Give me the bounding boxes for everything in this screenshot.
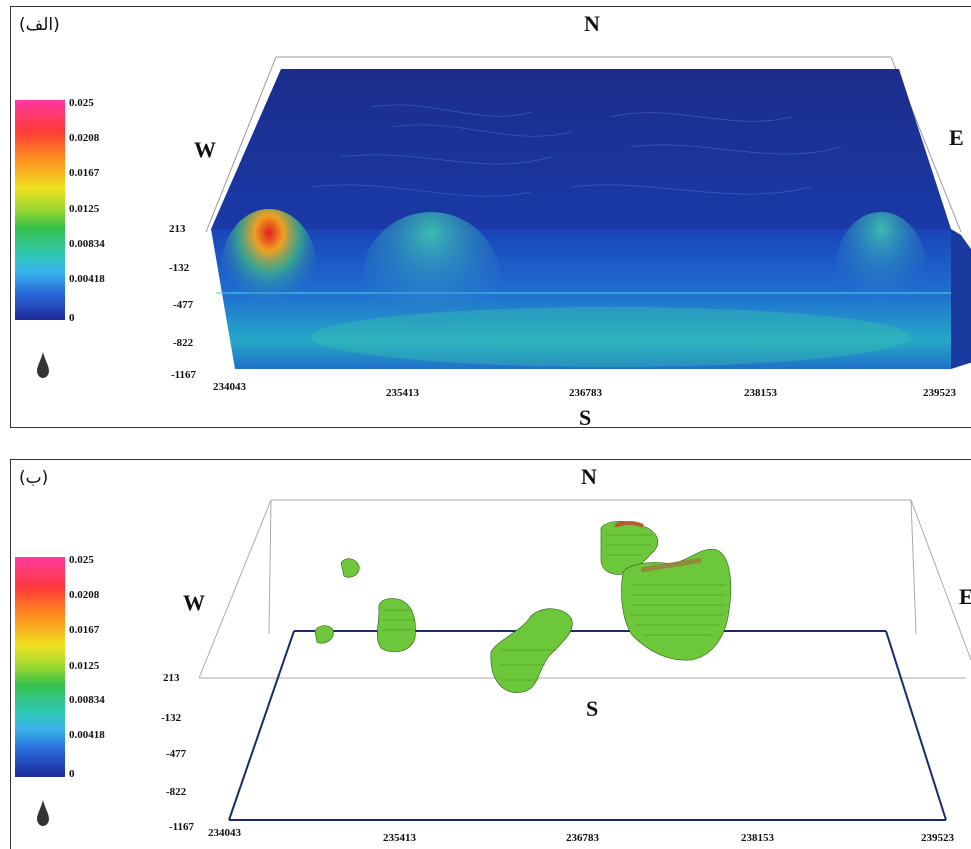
depth-tick: -1167 [171, 369, 197, 381]
colorbar-tick: 0.00418 [69, 273, 105, 285]
colorbar-tick: 0.0208 [69, 132, 100, 144]
depth-tick: -477 [166, 748, 187, 760]
depth-tick: -477 [173, 299, 194, 311]
colorbar-tick: 0.00418 [69, 729, 105, 741]
easting-tick: 238153 [744, 387, 777, 399]
colorbar-tick: 0 [69, 768, 75, 780]
colorbar-tick: 0.025 [69, 554, 94, 566]
easting-tick: 239523 [923, 387, 956, 399]
easting-tick: 235413 [386, 387, 419, 399]
colorbar [15, 100, 65, 320]
east-label: E [959, 584, 971, 609]
colorbar-tick: 0.00834 [69, 694, 105, 706]
block-top-face [211, 69, 951, 229]
depth-tick: -132 [169, 262, 190, 274]
isosurface-body [490, 608, 573, 693]
north-label: N [581, 464, 597, 489]
depth-tick: -1167 [169, 821, 195, 833]
colorbar-tick: 0.0125 [69, 660, 100, 672]
colorbar-tick: 0 [69, 312, 75, 324]
easting-tick: 234043 [213, 381, 246, 393]
depth-tick: 213 [163, 672, 180, 684]
depth-tick: -132 [161, 712, 182, 724]
east-label: E [949, 125, 964, 150]
south-label: S [579, 405, 592, 430]
west-label: W [183, 590, 205, 615]
panel-label: (ب) [19, 468, 49, 488]
block-model-3d [205, 56, 971, 369]
isosurface-body [340, 558, 360, 578]
panel-label: (الف) [19, 15, 60, 35]
easting-tick: 239523 [921, 832, 954, 844]
isosurface-body [376, 598, 416, 653]
depth-tick: -822 [166, 786, 187, 798]
south-label: S [586, 696, 599, 721]
easting-tick: 238153 [741, 832, 774, 844]
panel-b: (ب) [10, 459, 971, 849]
panel-a: (الف) [10, 6, 971, 430]
north-label: N [584, 11, 600, 36]
easting-tick: 235413 [383, 832, 416, 844]
isosurface-body [314, 625, 334, 644]
colorbar-tick: 0.00834 [69, 238, 105, 250]
north-arrow-icon [37, 800, 49, 826]
colorbar [15, 557, 65, 777]
colorbar-tick: 0.0167 [69, 167, 100, 179]
colorbar-tick: 0.0167 [69, 624, 100, 636]
colorbar-tick: 0.0208 [69, 589, 100, 601]
colorbar-tick: 0.0125 [69, 203, 100, 215]
anomaly-hotspot [221, 209, 317, 329]
easting-tick: 236783 [566, 832, 599, 844]
easting-tick: 236783 [569, 387, 602, 399]
isosurface-model-3d [198, 499, 971, 821]
depth-tick: 213 [169, 223, 186, 235]
colorbar-tick: 0.025 [69, 97, 94, 109]
north-arrow-icon [37, 352, 49, 378]
easting-tick: 234043 [208, 827, 241, 839]
west-label: W [194, 137, 216, 162]
depth-tick: -822 [173, 337, 194, 349]
